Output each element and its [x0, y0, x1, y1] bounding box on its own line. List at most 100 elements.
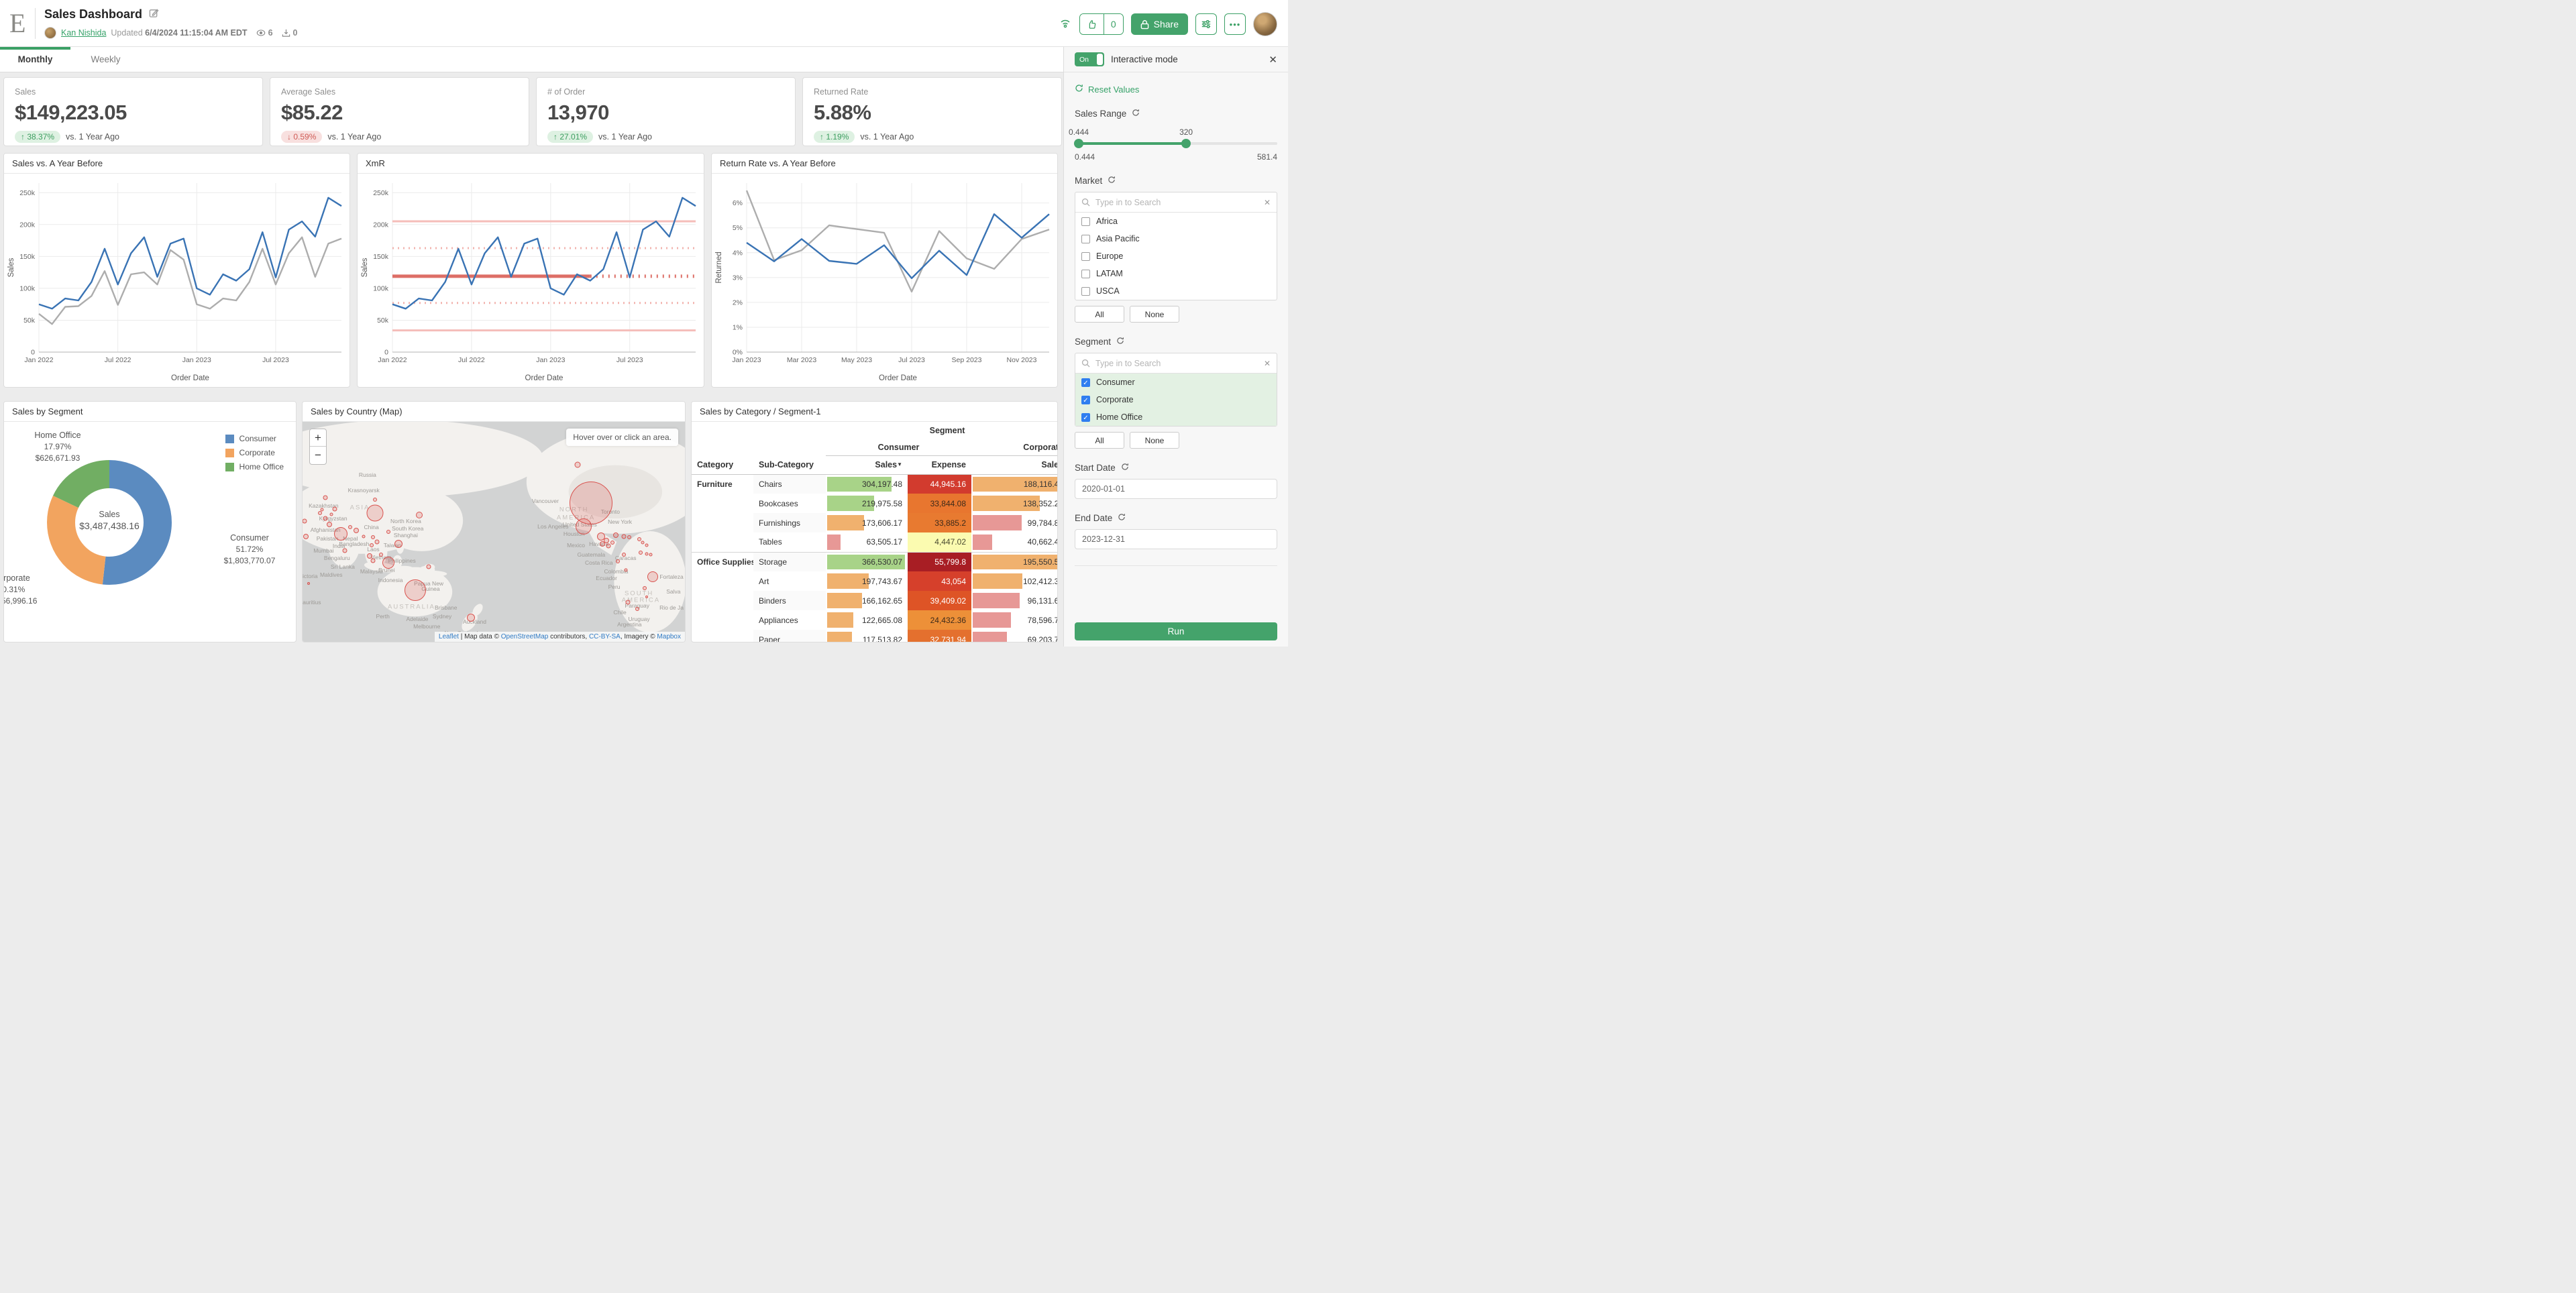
- sales-bubble[interactable]: [627, 535, 632, 540]
- sales-bubble[interactable]: [647, 571, 658, 583]
- checkbox[interactable]: ✓: [1081, 395, 1090, 404]
- col-subcategory[interactable]: Sub-Category: [753, 455, 826, 475]
- sales-bubble[interactable]: [613, 532, 619, 538]
- sales-bubble[interactable]: [386, 530, 391, 534]
- sales-bubble[interactable]: [625, 600, 630, 605]
- sales-bubble[interactable]: [307, 582, 310, 585]
- refresh-icon[interactable]: [1132, 109, 1140, 119]
- segment-search-input[interactable]: [1095, 358, 1258, 368]
- sales-bubble[interactable]: [466, 613, 475, 622]
- col-category[interactable]: Category: [692, 455, 753, 475]
- table-row[interactable]: Tables 63,505.174,447.02 40,662.43: [692, 532, 1057, 552]
- sales-bubble[interactable]: [645, 543, 649, 547]
- dashboard-settings-button[interactable]: [1195, 13, 1217, 35]
- author-avatar[interactable]: [44, 27, 56, 39]
- sales-bubble[interactable]: [362, 535, 366, 539]
- sales-bubble[interactable]: [621, 534, 627, 539]
- refresh-icon[interactable]: [1121, 463, 1129, 473]
- market-none-button[interactable]: None: [1130, 306, 1179, 323]
- segment-none-button[interactable]: None: [1130, 432, 1179, 449]
- sales-bubble[interactable]: [649, 553, 653, 557]
- end-date-input[interactable]: [1075, 529, 1277, 549]
- sales-bubble[interactable]: [323, 495, 328, 500]
- sales-bubble[interactable]: [596, 532, 605, 541]
- start-date-input[interactable]: [1075, 479, 1277, 499]
- refresh-icon[interactable]: [1118, 513, 1126, 523]
- market-option-latam[interactable]: LATAM: [1075, 265, 1277, 282]
- xmr-chart[interactable]: 0 50k 100k 150k 200k 250k Jan 2022 Jul 2022 Jan …: [358, 174, 704, 387]
- sales-bubble[interactable]: [374, 539, 380, 545]
- checkbox[interactable]: [1081, 286, 1090, 296]
- sales-bubble[interactable]: [303, 533, 309, 539]
- map-zoom-in-button[interactable]: +: [310, 429, 326, 447]
- ccbysa-link[interactable]: CC-BY-SA: [588, 633, 621, 640]
- segment-option-corporate[interactable]: ✓ Corporate: [1075, 391, 1277, 408]
- sales-bubble[interactable]: [348, 525, 353, 530]
- clear-search-icon[interactable]: ✕: [1263, 358, 1271, 368]
- sales-bubble[interactable]: [621, 553, 626, 557]
- market-all-button[interactable]: All: [1075, 306, 1124, 323]
- sales-bubble[interactable]: [303, 518, 307, 524]
- sales-bubble[interactable]: [320, 508, 323, 512]
- sales-bubble[interactable]: [639, 551, 643, 555]
- legend-item[interactable]: Consumer: [225, 434, 284, 443]
- sales-bubble[interactable]: [575, 518, 592, 535]
- table-row[interactable]: Furniture Chairs 304,197.48 44,945.16 188,…: [692, 473, 1057, 494]
- interactive-mode-toggle[interactable]: On: [1075, 52, 1104, 66]
- checkbox[interactable]: [1081, 217, 1090, 226]
- sales-bubble[interactable]: [378, 553, 383, 557]
- sales-bubble[interactable]: [426, 564, 431, 569]
- sales-bubble[interactable]: [371, 535, 376, 540]
- tab-monthly[interactable]: Monthly: [0, 47, 70, 72]
- clear-search-icon[interactable]: ✕: [1263, 197, 1271, 207]
- return-rate-chart[interactable]: 0% 1% 2% 3% 4% 5% 6% Jan 2023 Mar 2023 May 2023 Ju…: [712, 174, 1057, 387]
- like-count[interactable]: 0: [1103, 14, 1123, 34]
- checkbox[interactable]: [1081, 269, 1090, 278]
- sales-bubble[interactable]: [382, 556, 395, 569]
- leaflet-link[interactable]: Leaflet: [438, 633, 459, 640]
- app-logo[interactable]: E: [9, 8, 26, 38]
- sales-bubble[interactable]: [317, 511, 322, 516]
- sales-bubble[interactable]: [394, 540, 402, 549]
- checkbox[interactable]: ✓: [1081, 378, 1090, 387]
- sales-bubble[interactable]: [329, 512, 333, 516]
- sales-bubble[interactable]: [353, 528, 359, 534]
- sales-bubble[interactable]: [616, 559, 621, 564]
- sales-bubble[interactable]: [415, 512, 423, 519]
- sales-bubble[interactable]: [635, 606, 639, 611]
- col-sales-consumer[interactable]: Sales▼: [826, 455, 908, 475]
- world-map[interactable]: Russia Krasnoyarsk ASIA Kazakhstan Kyrgyzsta…: [303, 422, 685, 642]
- sales-bubble[interactable]: [369, 543, 374, 547]
- sales-bubble[interactable]: [574, 461, 581, 468]
- like-button[interactable]: [1079, 14, 1104, 34]
- sales-bubble[interactable]: [600, 541, 606, 547]
- sales-bubble[interactable]: [366, 553, 372, 559]
- slider-handle-high[interactable]: [1181, 139, 1191, 148]
- sales-vs-year-chart[interactable]: 0 50k 100k 150k 200k 250k Jan 2022 Jul 2022 Jan …: [4, 174, 350, 387]
- sales-bubble[interactable]: [645, 595, 648, 598]
- sales-bubble[interactable]: [604, 538, 610, 544]
- checkbox[interactable]: ✓: [1081, 412, 1090, 422]
- legend-item[interactable]: Home Office: [225, 462, 284, 471]
- sales-by-segment-donut[interactable]: [41, 454, 178, 591]
- market-search-input[interactable]: [1095, 197, 1258, 207]
- sales-range-slider[interactable]: 0.444 320: [1069, 127, 1277, 148]
- close-icon[interactable]: ✕: [1269, 54, 1277, 66]
- col-expense[interactable]: Expense: [908, 455, 971, 475]
- sales-bubble[interactable]: [323, 516, 328, 521]
- sales-bubble[interactable]: [570, 482, 613, 525]
- sales-bubble[interactable]: [370, 558, 376, 563]
- sales-bubble[interactable]: [637, 537, 641, 542]
- sales-bubble[interactable]: [332, 506, 337, 512]
- checkbox[interactable]: [1081, 251, 1090, 261]
- segment-option-consumer[interactable]: ✓ Consumer: [1075, 374, 1277, 391]
- sales-bubble[interactable]: [610, 541, 614, 545]
- mapbox-link[interactable]: Mapbox: [657, 633, 681, 640]
- sales-bubble[interactable]: [624, 568, 628, 572]
- col-sales-corporate[interactable]: Sales: [971, 455, 1057, 475]
- user-avatar[interactable]: [1253, 12, 1277, 36]
